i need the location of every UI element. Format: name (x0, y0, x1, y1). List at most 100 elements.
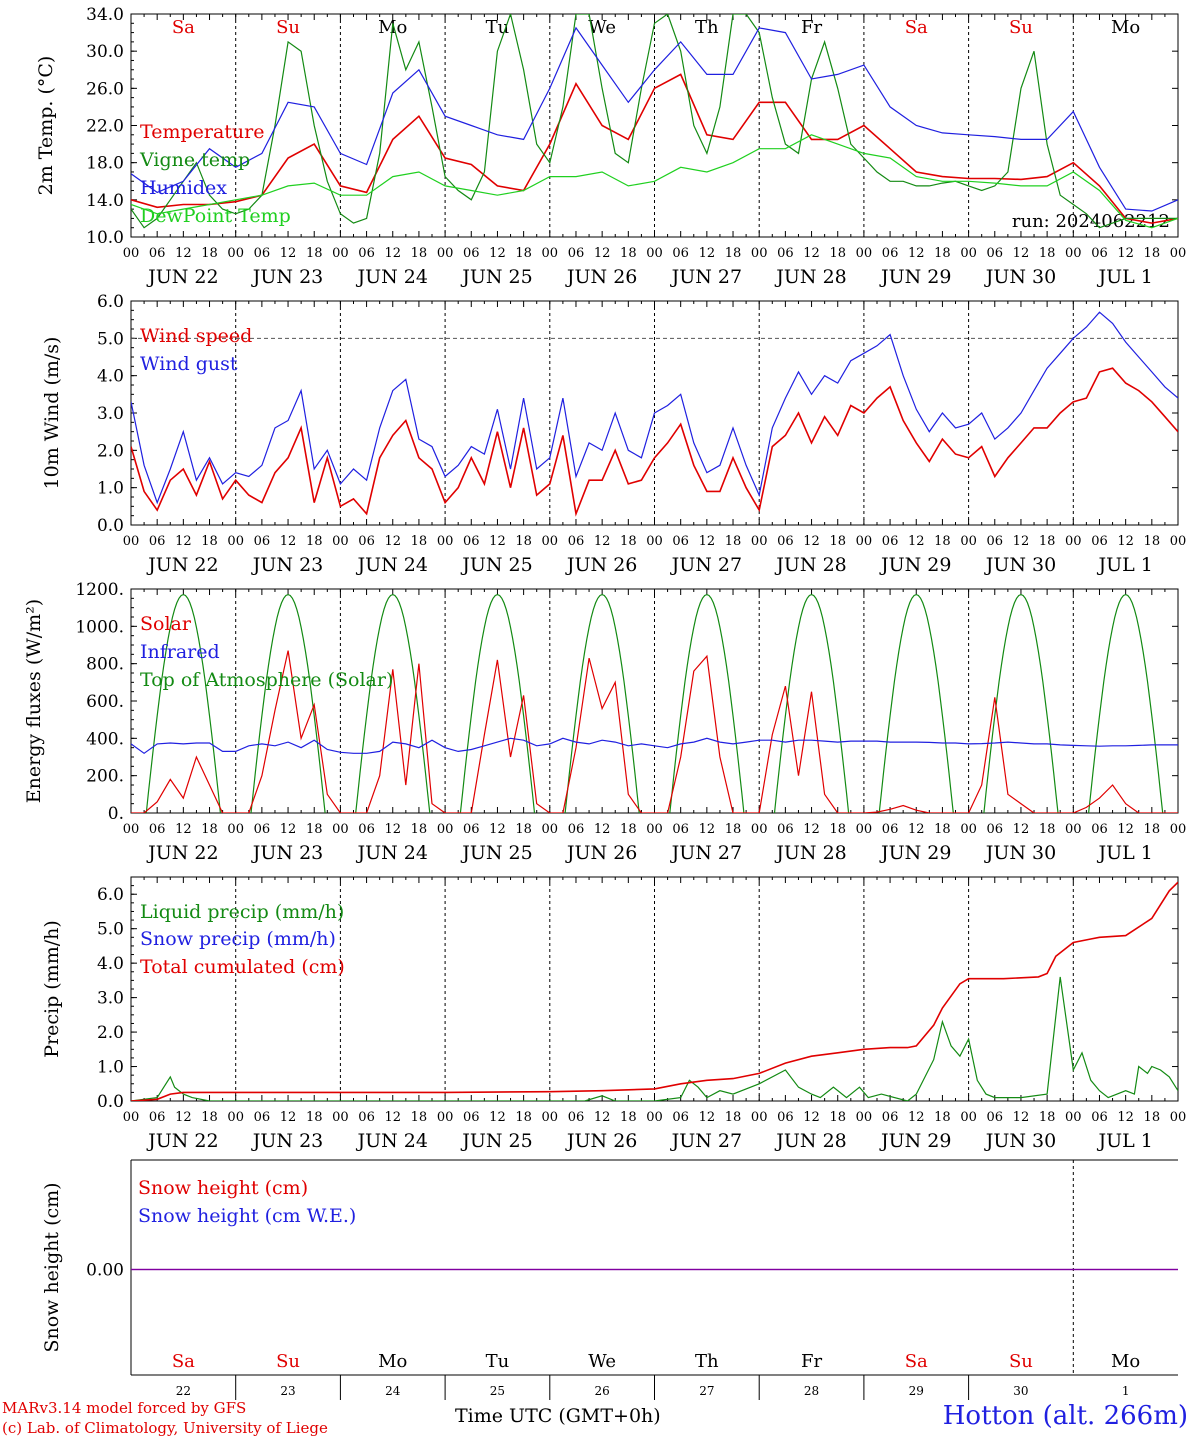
y-tick-label: 26.0 (86, 79, 124, 99)
date-label: JUN 30 (984, 1130, 1056, 1152)
hour-label: 12 (908, 534, 925, 549)
hour-label: 18 (201, 1110, 218, 1125)
legend-total-cumulated-cm: Total cumulated (cm) (140, 956, 345, 978)
station-name: Hotton (alt. 266m) (942, 1401, 1188, 1431)
date-label: JUN 22 (146, 554, 218, 576)
hour-label: 18 (620, 534, 637, 549)
date-label: JUN 25 (460, 842, 532, 864)
hour-label: 06 (882, 534, 899, 549)
hour-label: 12 (699, 246, 716, 261)
toa-solar-arc (459, 593, 536, 813)
series-line-wind-gust (131, 311, 1178, 505)
hour-label: 18 (201, 246, 218, 261)
hour-label: 06 (149, 534, 166, 549)
series-line-infrared (131, 737, 1178, 755)
hour-label: 18 (411, 246, 428, 261)
hour-label: 00 (646, 822, 663, 837)
hour-label: 00 (646, 1110, 663, 1125)
series-line-vigne-temp (131, 14, 1178, 229)
hour-label: 06 (777, 822, 794, 837)
hour-label: 12 (489, 822, 506, 837)
y-tick-label: 6.0 (97, 885, 124, 905)
hour-label: 18 (306, 246, 323, 261)
hour-label: 12 (803, 246, 820, 261)
date-label: JUL 1 (1096, 266, 1152, 288)
hour-label: 18 (1144, 1110, 1161, 1125)
hour-label: 18 (725, 246, 742, 261)
series-line-solar (131, 650, 1178, 813)
date-label: JUN 23 (251, 842, 323, 864)
date-label: JUN 23 (251, 266, 323, 288)
hour-label: 06 (358, 1110, 375, 1125)
series-line-total-cumulated-cm (131, 881, 1178, 1101)
hour-label: 18 (1144, 246, 1161, 261)
y-tick-label: 1.0 (97, 479, 124, 499)
date-label: JUN 30 (984, 266, 1056, 288)
hour-label: 12 (489, 246, 506, 261)
hour-label: 18 (201, 822, 218, 837)
date-label: JUL 1 (1096, 554, 1152, 576)
hour-label: 06 (672, 822, 689, 837)
hour-label: 06 (568, 246, 585, 261)
hour-label: 00 (1065, 534, 1082, 549)
hour-label: 12 (1013, 1110, 1030, 1125)
date-label: JUN 22 (146, 842, 218, 864)
date-label: JUN 29 (879, 1130, 951, 1152)
hour-label: 12 (384, 822, 401, 837)
date-label: JUN 23 (251, 1130, 323, 1152)
hour-label: 18 (1144, 534, 1161, 549)
date-label: JUN 27 (670, 842, 742, 864)
weekday-label: Fr (801, 1351, 822, 1372)
hour-label: 12 (594, 534, 611, 549)
hour-label: 06 (882, 822, 899, 837)
hour-label: 18 (1039, 246, 1056, 261)
hour-label: 18 (934, 534, 951, 549)
hour-label: 12 (699, 534, 716, 549)
legend-top-of-atmosphere-solar: Top of Atmosphere (Solar) (140, 669, 393, 691)
y-tick-label: 3.0 (97, 989, 124, 1009)
hour-label: 12 (280, 822, 297, 837)
day-number-label: 22 (176, 1384, 191, 1398)
hour-label: 18 (306, 822, 323, 837)
hour-label: 00 (960, 822, 977, 837)
hour-label: 00 (123, 246, 140, 261)
hour-label: 06 (463, 534, 480, 549)
hour-label: 06 (672, 246, 689, 261)
hour-label: 12 (803, 822, 820, 837)
date-label: JUN 26 (565, 1130, 637, 1152)
hour-label: 06 (1091, 534, 1108, 549)
energy-ylabel: Energy fluxes (W/m²) (23, 599, 45, 803)
hour-label: 00 (960, 534, 977, 549)
hour-label: 06 (882, 1110, 899, 1125)
hour-label: 18 (201, 534, 218, 549)
date-label: JUN 23 (251, 554, 323, 576)
hour-label: 00 (123, 822, 140, 837)
weekday-label: Mo (378, 1351, 407, 1372)
toa-solar-arc (669, 593, 745, 813)
weekday-label: Sa (905, 17, 928, 38)
weekday-label: Fr (801, 17, 822, 38)
hour-label: 18 (411, 1110, 428, 1125)
y-tick-label: 22.0 (86, 117, 124, 137)
series-line-temperature (131, 73, 1178, 224)
hour-label: 06 (254, 534, 271, 549)
hour-label: 12 (1013, 534, 1030, 549)
hour-label: 00 (332, 1110, 349, 1125)
series-line-liquid-precip-mm-h (131, 976, 1178, 1101)
toa-solar-arc (355, 593, 431, 813)
legend-dewpoint-temp: DewPoint Temp (140, 205, 291, 227)
toa-solar-arc (878, 593, 954, 813)
date-label: JUN 22 (146, 1130, 218, 1152)
hour-label: 00 (751, 1110, 768, 1125)
date-label: JUN 28 (774, 554, 846, 576)
hour-label: 12 (699, 822, 716, 837)
hour-label: 00 (1065, 822, 1082, 837)
weekday-label: Mo (1111, 1351, 1140, 1372)
date-label: JUN 29 (879, 842, 951, 864)
y-tick-label: 30.0 (86, 42, 124, 62)
temperature-ylabel: 2m Temp. (°C) (35, 56, 57, 196)
hour-label: 18 (515, 822, 532, 837)
hour-label: 18 (515, 534, 532, 549)
hour-label: 12 (175, 822, 192, 837)
hour-label: 00 (227, 534, 244, 549)
